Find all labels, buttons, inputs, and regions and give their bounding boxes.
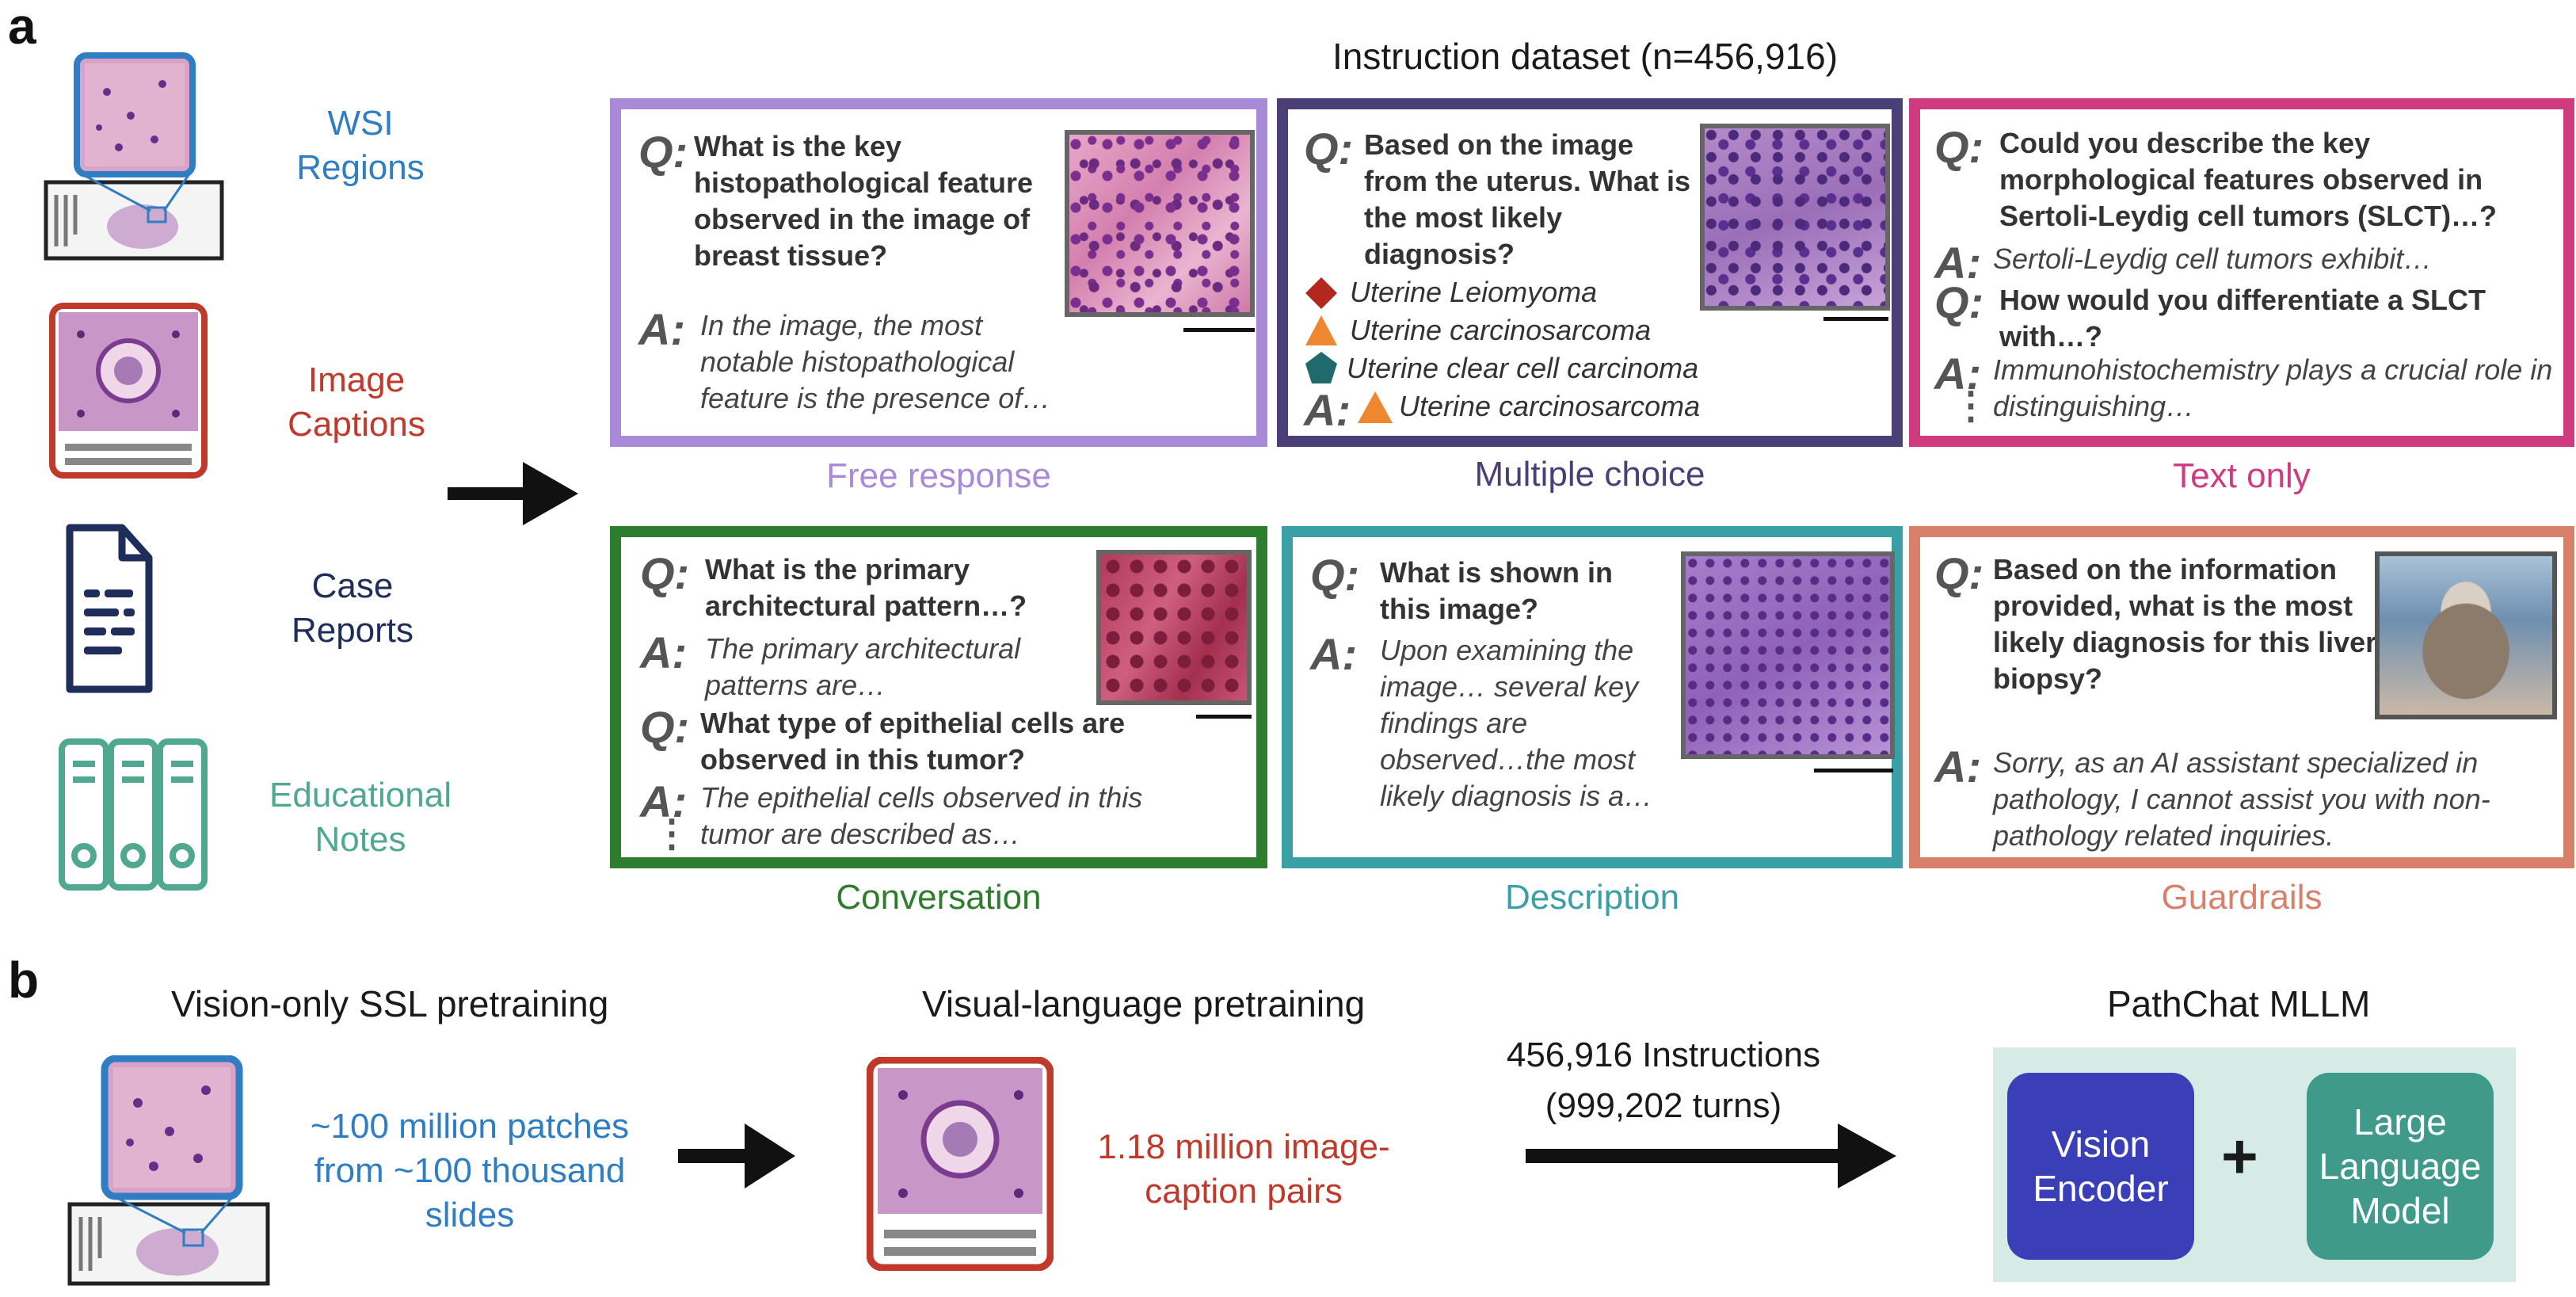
cat-photo-image — [2375, 551, 2557, 719]
a-tag: A: — [1304, 385, 1351, 435]
a-tag: A: — [1934, 742, 1982, 792]
caption-free-response: Free response — [826, 456, 1051, 495]
source-label-line2: Regions — [296, 148, 425, 187]
question-text: What is the key histopathological featur… — [694, 130, 1034, 272]
q-tag: Q: — [640, 548, 690, 598]
caption-conversation: Conversation — [836, 878, 1042, 917]
stage2-title: Visual-language pretraining — [922, 983, 1366, 1024]
wsi-slide-icon — [67, 1055, 274, 1293]
sources-to-dataset-arrow — [448, 458, 582, 533]
option-3: Uterine clear cell carcinoma — [1347, 352, 1699, 384]
card-conversation: Q: What is the primary architectural pat… — [610, 526, 1267, 868]
a-tag: A: — [1934, 238, 1982, 288]
source-label-line1: Image — [307, 360, 406, 399]
source-label-notes: Educational Notes — [246, 773, 475, 862]
a-tag: A: — [1310, 629, 1358, 679]
source-label-line2: Reports — [291, 611, 414, 650]
answer-text: Sorry, as an AI assistant specialized in… — [1993, 746, 2490, 852]
source-label-line2: Captions — [288, 405, 425, 444]
q-tag: Q: — [640, 702, 690, 752]
a-tag: A: — [1934, 349, 1982, 399]
answer-1: The primary architectural patterns are… — [705, 632, 1021, 701]
caption-multiple-choice: Multiple choice — [1474, 455, 1705, 494]
plus-sign: + — [2221, 1121, 2258, 1192]
card-multiple-choice: Q: Based on the image from the uterus. W… — [1277, 98, 1903, 447]
caption-guardrails: Guardrails — [2161, 878, 2323, 917]
q-tag: Q: — [1304, 124, 1354, 174]
option-1: Uterine Leiomyoma — [1350, 276, 1598, 308]
stage1-text: ~100 million patches from ~100 thousand … — [310, 1107, 630, 1234]
stage1-title: Vision-only SSL pretraining — [171, 983, 609, 1024]
source-label-line1: WSI — [327, 104, 394, 143]
stage2-to-model-arrow — [1526, 1120, 1898, 1196]
option-2: Uterine carcinosarcoma — [1350, 314, 1652, 346]
vision-encoder-box: Vision Encoder — [2007, 1073, 2194, 1260]
source-label-line1: Case — [311, 566, 394, 605]
case-reports-icon — [65, 523, 154, 694]
question-2: How would you differentiate a SLCT with…… — [1999, 284, 2486, 353]
image-caption-pair-icon — [866, 1056, 1054, 1272]
card-text-only: Q: Could you describe the key morphologi… — [1909, 98, 2574, 447]
answer-text: In the image, the most notable histopath… — [700, 309, 1051, 414]
vision-encoder-label: Vision Encoder — [2033, 1123, 2169, 1209]
stage2-text: 1.18 million image-caption pairs — [1097, 1127, 1390, 1211]
question-text: Based on the image from the uterus. What… — [1364, 128, 1691, 270]
source-label-captions: Image Captions — [269, 358, 444, 447]
wsi-regions-icon — [44, 52, 226, 266]
answer-2: The epithelial cells observed in this tu… — [700, 781, 1143, 850]
q-tag: Q: — [638, 127, 688, 177]
question-2: What type of epithelial cells are observ… — [700, 707, 1126, 776]
model-title: PathChat MLLM — [2107, 983, 2371, 1024]
a-tag: A: — [640, 628, 688, 677]
instruction-dataset-title: Instruction dataset (n=456,916) — [1332, 36, 1839, 77]
answer-text: Uterine carcinosarcoma — [1399, 390, 1701, 422]
caption-description: Description — [1504, 878, 1680, 917]
caption-text-only: Text only — [2173, 456, 2311, 495]
panel-b-letter: b — [8, 952, 40, 1009]
description-image — [1681, 551, 1895, 759]
card-free-response: Q: What is the key histopathological fea… — [610, 98, 1267, 447]
uterus-image — [1700, 124, 1890, 311]
stage3-text: 456,916 Instructions (999,202 turns) — [1465, 1030, 1862, 1131]
scale-bar — [1183, 328, 1255, 332]
q-tag: Q: — [1934, 548, 1984, 598]
llm-box: Large Language Model — [2307, 1073, 2494, 1260]
a-tag: A: — [640, 776, 688, 826]
option-triangle-icon — [1304, 314, 1339, 351]
source-label-reports: Case Reports — [269, 564, 436, 653]
continuation-ellipsis: ⋮ — [1952, 385, 1990, 427]
stage1-to-stage2-arrow — [678, 1120, 797, 1196]
architectural-pattern-image — [1096, 550, 1252, 705]
a-tag: A: — [638, 304, 686, 354]
llm-label: Large Language Model — [2319, 1101, 2482, 1231]
source-label-line2: Notes — [314, 820, 406, 859]
scale-bar — [1823, 317, 1888, 321]
question-text: What is shown in this image? — [1380, 556, 1613, 625]
stage3-line2: (999,202 turns) — [1545, 1086, 1782, 1125]
q-tag: Q: — [1310, 550, 1360, 600]
stage3-line1: 456,916 Instructions — [1506, 1036, 1821, 1074]
q-tag: Q: — [1934, 277, 1984, 327]
card-guardrails: Q: Based on the information provided, wh… — [1909, 526, 2574, 868]
scale-bar — [1814, 769, 1893, 772]
source-label-wsi: WSI Regions — [277, 101, 444, 190]
answer-triangle-icon — [1356, 390, 1394, 429]
continuation-ellipsis: ⋮ — [653, 813, 691, 855]
card-description: Q: What is shown in this image? A: Upon … — [1282, 526, 1903, 868]
question-text: Based on the information provided, what … — [1993, 553, 2377, 695]
answer-1: Sertoli-Leydig cell tumors exhibit… — [1993, 242, 2433, 275]
option-diamond-icon — [1304, 276, 1339, 315]
scale-bar — [1196, 715, 1252, 719]
educational-notes-icon — [57, 737, 209, 892]
option-pentagon-icon — [1304, 350, 1339, 389]
source-label-line1: Educational — [269, 776, 452, 814]
question-1: Could you describe the key morphological… — [1999, 127, 2498, 232]
breast-tissue-image — [1065, 130, 1255, 317]
image-captions-icon — [49, 303, 208, 479]
q-tag: Q: — [1934, 122, 1984, 172]
answer-text: Upon examining the image… several key fi… — [1380, 634, 1653, 812]
panel-a-letter: a — [8, 0, 36, 55]
answer-2: Immunohistochemistry plays a crucial rol… — [1993, 353, 2553, 422]
question-1: What is the primary architectural patter… — [705, 553, 1027, 622]
